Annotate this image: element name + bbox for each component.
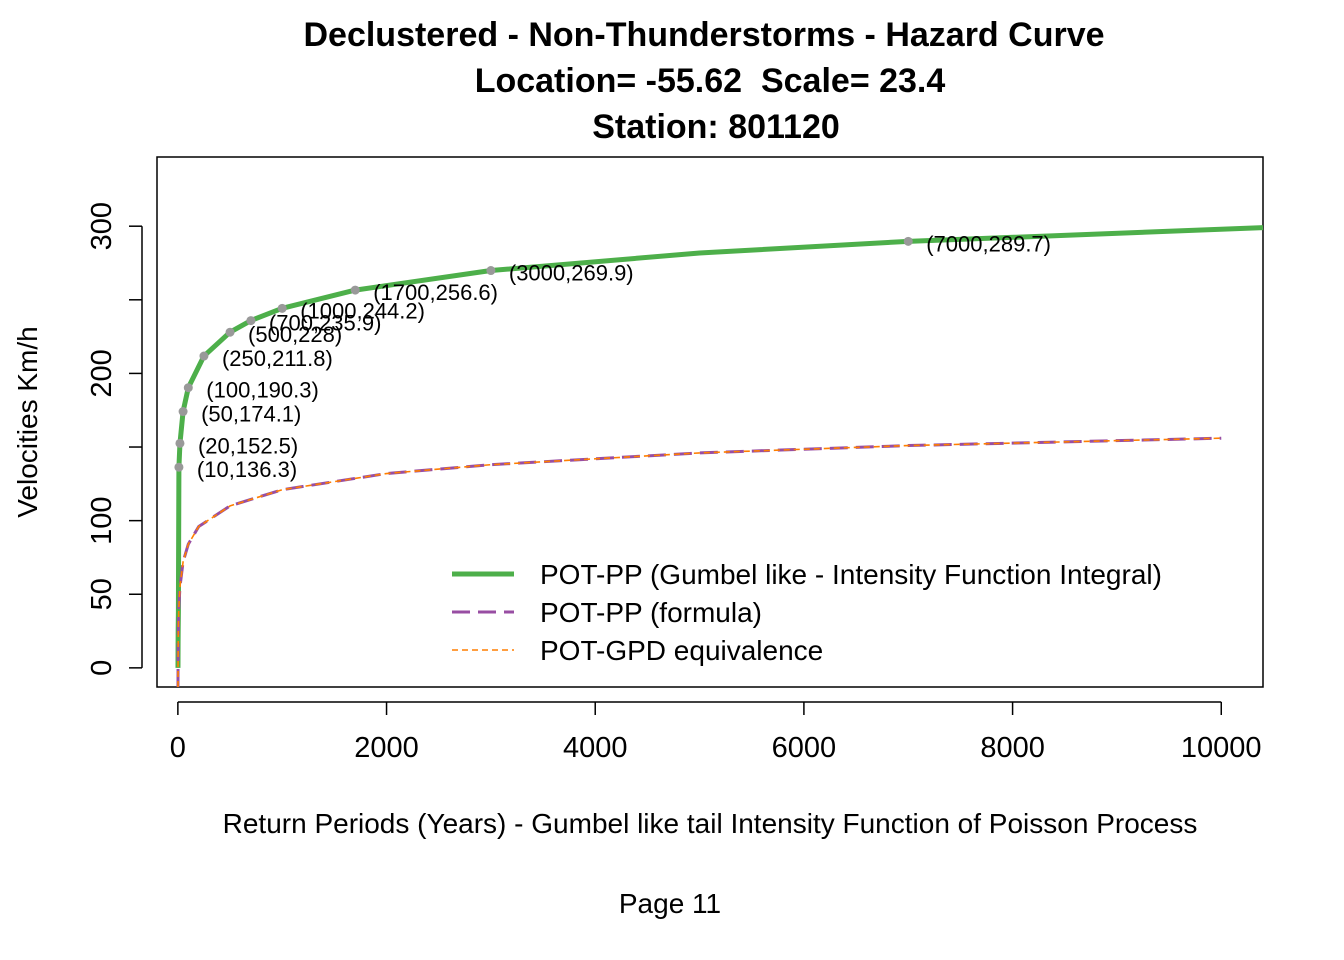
y-tick-label: 0: [86, 660, 118, 676]
return-period-point: [178, 407, 188, 417]
plot-frame: [156, 156, 1264, 688]
x-tick-label: 8000: [980, 732, 1045, 764]
point-annotation: (100,190.3): [206, 378, 319, 403]
return-period-points: [174, 236, 913, 472]
return-period-point: [183, 383, 193, 393]
x-axis: 0 2000 4000 6000 8000 10000: [170, 701, 1262, 764]
return-period-point: [486, 266, 496, 276]
point-annotation: (700,235.9): [269, 311, 382, 336]
x-tick-label: 4000: [563, 732, 628, 764]
x-tick-label: 2000: [354, 732, 419, 764]
y-tick-label: 200: [86, 349, 118, 397]
y-axis-label: Velocities Km/h: [12, 326, 43, 517]
legend-entry-label: POT-PP (formula): [540, 597, 762, 628]
point-annotation: (50,174.1): [201, 402, 301, 427]
point-annotation: (250,211.8): [222, 346, 333, 371]
x-tick-label: 0: [170, 732, 186, 764]
point-annotation: (500,228): [248, 322, 342, 347]
x-axis-label: Return Periods (Years) - Gumbel like tai…: [223, 808, 1198, 839]
x-tick-label: 6000: [772, 732, 837, 764]
point-annotation: (3000,269.9): [509, 261, 634, 286]
point-annotations: (10,136.3)(20,152.5) (50,174.1)(100,190.3…: [197, 231, 1051, 482]
y-tick-label: 300: [86, 202, 118, 250]
legend-entry-label: POT-GPD equivalence: [540, 635, 823, 666]
legend-entry-label: POT-PP (Gumbel like - Intensity Function…: [540, 559, 1162, 590]
series-line-pot-gpd: [177, 437, 1222, 688]
chart-title: Declustered - Non-Thunderstorms - Hazard…: [303, 16, 1104, 54]
point-annotation: (7000,289.7): [926, 231, 1051, 256]
point-annotation: (20,152.5): [198, 433, 298, 458]
point-annotation: (1700,256.6): [373, 280, 498, 305]
return-period-point: [903, 236, 913, 246]
y-tick-label: 100: [86, 496, 118, 544]
return-period-point: [199, 351, 209, 361]
chart-subtitle-station: Station: 801120: [592, 108, 840, 146]
chart-subtitle-parameters: Location= -55.62 Scale= 23.4: [475, 62, 946, 100]
legend: POT-PP (Gumbel like - Intensity Function…: [452, 559, 1162, 666]
return-period-point: [174, 462, 184, 472]
point-annotation: (10,136.3): [197, 457, 297, 482]
y-tick-label: 50: [86, 578, 118, 610]
point-annotation: (1000,244.2): [300, 298, 425, 323]
return-period-point: [175, 438, 185, 448]
return-period-point: [350, 285, 360, 295]
y-axis: 0 50 100 200 300: [86, 202, 143, 676]
return-period-point: [225, 327, 235, 337]
return-period-point: [277, 303, 287, 313]
page-number: Page 11: [619, 888, 721, 919]
return-period-point: [246, 316, 256, 326]
x-tick-label: 10000: [1181, 732, 1262, 764]
